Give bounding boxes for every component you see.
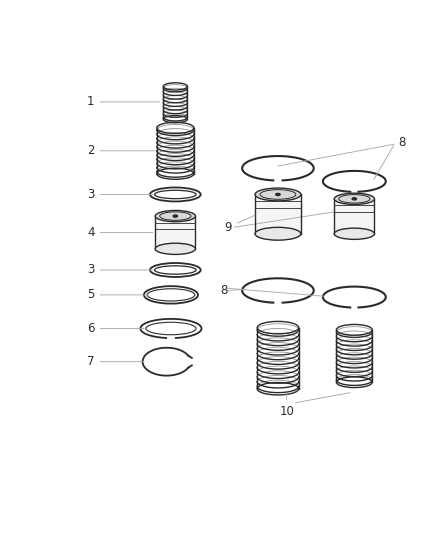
Bar xyxy=(334,199,374,234)
Ellipse shape xyxy=(276,193,280,196)
Ellipse shape xyxy=(334,193,374,205)
Text: 9: 9 xyxy=(225,215,255,233)
Ellipse shape xyxy=(352,198,357,200)
Ellipse shape xyxy=(255,228,301,240)
Ellipse shape xyxy=(173,215,177,217)
Text: 5: 5 xyxy=(87,288,148,301)
Text: 3: 3 xyxy=(87,263,153,277)
Text: 4: 4 xyxy=(87,226,153,239)
Ellipse shape xyxy=(155,243,195,254)
Text: 1: 1 xyxy=(87,95,159,108)
Ellipse shape xyxy=(155,211,195,222)
Bar xyxy=(155,216,195,249)
Text: 3: 3 xyxy=(87,188,153,201)
Ellipse shape xyxy=(334,228,374,239)
Text: 6: 6 xyxy=(87,322,144,335)
Text: 2: 2 xyxy=(87,144,155,157)
Bar xyxy=(255,195,301,234)
Text: 10: 10 xyxy=(279,393,294,418)
Text: 8: 8 xyxy=(398,135,406,149)
Text: 8: 8 xyxy=(220,284,228,297)
Ellipse shape xyxy=(255,188,301,201)
Text: 7: 7 xyxy=(87,355,144,368)
